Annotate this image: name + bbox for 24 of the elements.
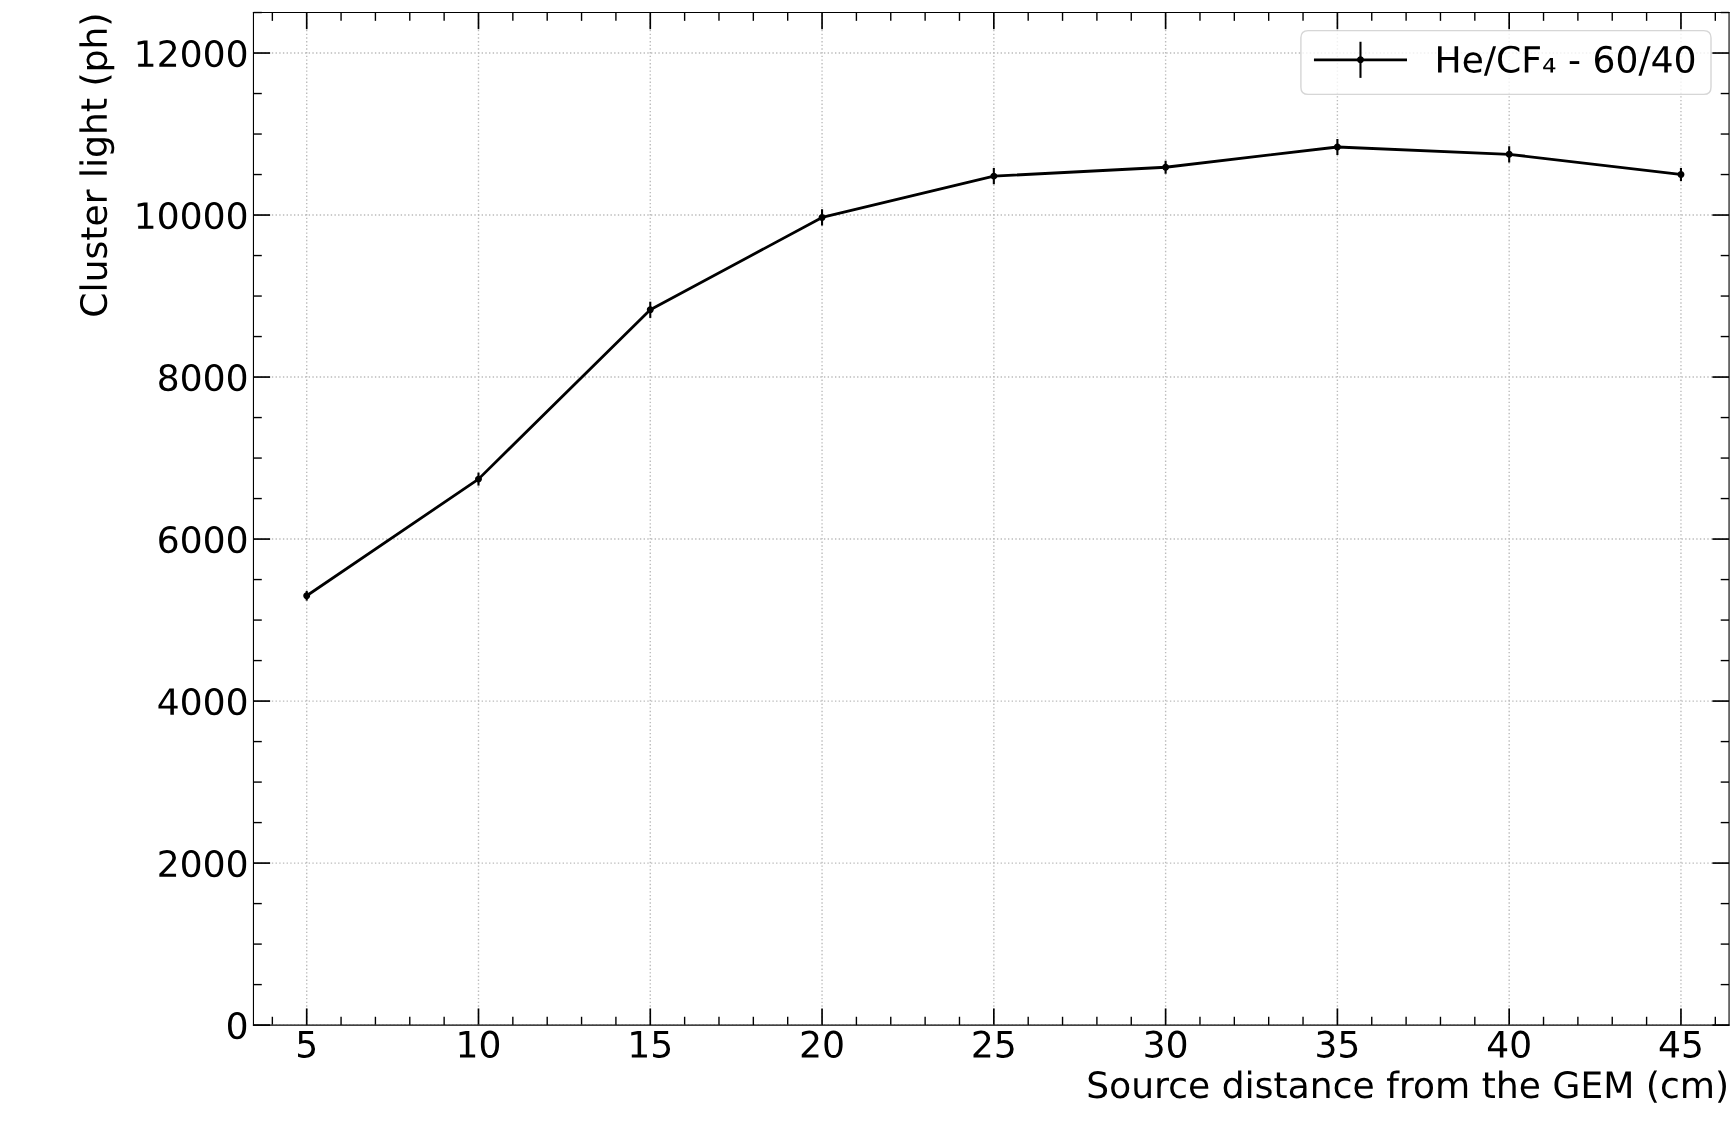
y-tick-label: 0 bbox=[228, 1012, 247, 1040]
x-tick-label: 35 bbox=[1317, 1030, 1358, 1058]
x-tick-label: 40 bbox=[1487, 1030, 1530, 1058]
x-tick-label: 10 bbox=[459, 1030, 500, 1058]
y-tick-label: 10000 bbox=[137, 201, 247, 230]
point bbox=[1505, 150, 1513, 158]
point bbox=[1333, 143, 1341, 151]
x-tick-label: 20 bbox=[801, 1030, 843, 1058]
y-tick-label: 4000 bbox=[158, 688, 247, 716]
y-tick-label: 12000 bbox=[137, 39, 247, 68]
legend-label: He/CF₄ - 60/40 bbox=[1438, 45, 1695, 76]
x-tick-label: 15 bbox=[631, 1031, 671, 1058]
x-tick-label: 5 bbox=[298, 1031, 316, 1058]
point bbox=[818, 214, 826, 221]
point bbox=[646, 306, 654, 314]
x-axis-title: Source distance from the GEM (cm) bbox=[1088, 1070, 1726, 1103]
y-tick-label: 8000 bbox=[159, 363, 247, 392]
y-tick-label: 2000 bbox=[159, 850, 247, 878]
y-axis-title: Cluster light (ph) bbox=[79, 15, 115, 316]
x-tick-label: 25 bbox=[973, 1030, 1014, 1058]
x-tick-label: 30 bbox=[1145, 1030, 1187, 1058]
point bbox=[990, 172, 998, 180]
x-tick-label: 45 bbox=[1659, 1031, 1701, 1058]
y-tick-label: 6000 bbox=[159, 525, 247, 554]
